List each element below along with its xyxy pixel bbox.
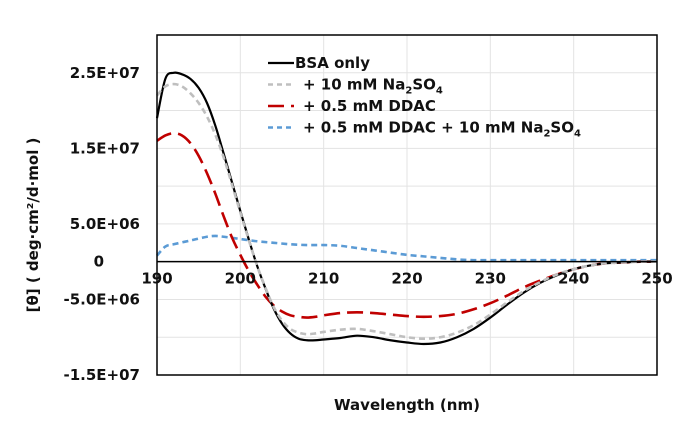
legend-label: + 0.5 mM DDAC: [303, 97, 436, 115]
legend: BSA only + 10 mM Na2SO4+ 0.5 mM DDAC + 0.5…: [268, 54, 581, 140]
legend-item: BSA only: [268, 54, 370, 72]
x-tick-label: 250: [641, 270, 672, 288]
x-tick-label: 240: [558, 270, 589, 288]
x-axis-title: Wavelength (nm): [334, 396, 480, 414]
y-tick-label: 0: [94, 253, 104, 271]
x-tick-label: 230: [475, 270, 506, 288]
x-axis-ticks: 190 200 210 220 230 240 250: [141, 270, 672, 288]
series-line-4: [156, 234, 657, 262]
legend-label: BSA only: [295, 54, 370, 72]
y-tick-label: 1.5E+07: [70, 139, 140, 157]
x-tick-label: 210: [308, 270, 339, 288]
y-tick-label: -1.5E+07: [64, 366, 141, 384]
plot-frame: [156, 34, 658, 376]
series-line-2: [156, 82, 658, 341]
y-tick-label: -5.0E+06: [64, 290, 141, 308]
x-tick-label: 200: [225, 270, 256, 288]
legend-item: + 0.5 mM DDAC + 10 mM Na2SO4: [268, 119, 581, 140]
y-tick-label: 5.0E+06: [70, 215, 140, 233]
series-group: [155, 71, 658, 346]
x-tick-label: 220: [391, 270, 422, 288]
legend-item: + 0.5 mM DDAC: [268, 97, 436, 115]
y-axis-ticks: 2.5E+07 1.5E+07 5.0E+06 0 -5.0E+06 -1.5E+07: [64, 64, 141, 384]
legend-label: + 10 mM Na2SO4: [303, 76, 443, 97]
y-axis-title: [θ] ( deg·cm²/d·mol ): [24, 138, 42, 313]
x-tick-label: 190: [141, 270, 172, 288]
legend-item: + 10 mM Na2SO4: [268, 76, 443, 97]
legend-label: + 0.5 mM DDAC + 10 mM Na2SO4: [303, 119, 581, 140]
y-tick-label: 2.5E+07: [70, 64, 140, 82]
